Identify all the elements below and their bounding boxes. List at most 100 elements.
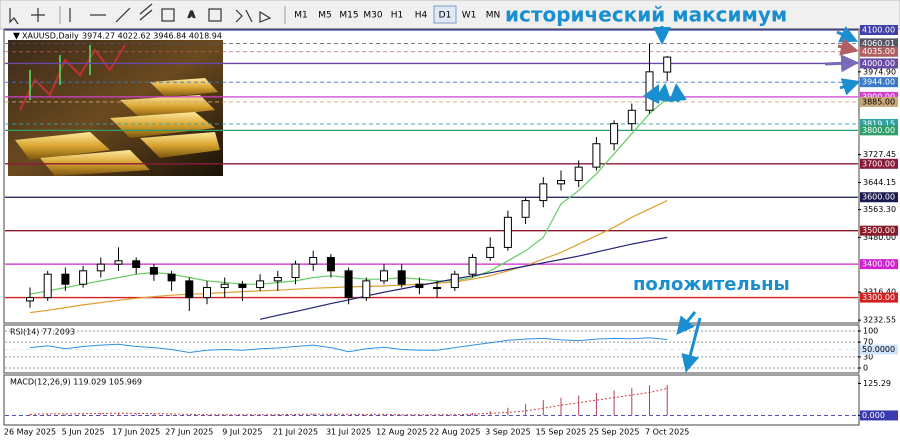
annotation: положительны	[633, 274, 790, 295]
toolbar-icons: A	[9, 3, 286, 25]
level-box	[860, 25, 898, 35]
y-tick-label: 0	[863, 364, 868, 373]
timeframe-label[interactable]: H1	[391, 11, 404, 21]
candle-body	[645, 71, 654, 111]
level-box	[860, 77, 898, 88]
timeframe-label[interactable]: MN	[486, 11, 501, 21]
candle-body	[468, 256, 477, 275]
y-tick-label: 3316.40	[863, 288, 896, 297]
candle-body	[220, 283, 229, 289]
candle-body	[79, 270, 88, 285]
candle-body	[96, 263, 105, 272]
level-box	[860, 38, 898, 49]
candle-body	[326, 256, 335, 272]
x-tick-label: 5 Jun 2025	[62, 428, 105, 437]
level-label: 3300.00	[862, 293, 895, 302]
level-label: 3400.00	[862, 260, 895, 269]
level-box	[860, 158, 898, 169]
level-label: 50.0000	[862, 345, 895, 354]
candle-body	[167, 273, 176, 282]
rsi-panel	[3, 324, 860, 374]
candle-body	[185, 280, 194, 299]
ohlc-values: 3974.27 4022.62 3946.84 4018.94	[82, 32, 222, 41]
candle-body	[380, 270, 388, 282]
candle-body	[574, 166, 583, 182]
rsi-line	[29, 337, 668, 354]
candle-body	[238, 283, 247, 289]
timeframe-label[interactable]: W1	[462, 11, 477, 21]
candle-body	[557, 180, 565, 185]
candle-body	[114, 260, 123, 265]
y-tick-label: 30	[863, 352, 873, 361]
level-label: 0.000	[862, 411, 885, 420]
candle-body	[362, 280, 371, 299]
y-tick-label: 70	[863, 338, 873, 347]
level-box	[860, 118, 898, 129]
timeframe-label[interactable]: M30	[363, 11, 382, 21]
chart-title: XAUUSD,Daily	[22, 32, 79, 41]
macd-title: MACD(12,26,9) 119.029 105.969	[10, 378, 142, 387]
level-box	[860, 410, 898, 421]
timeframe-label[interactable]: M1	[294, 11, 308, 21]
level-box	[860, 58, 898, 69]
timeframe-label[interactable]: D1	[439, 11, 452, 21]
timeframes: M1 M5 M15 M30 H1 H4 D1 W1 MN	[294, 5, 501, 24]
candle-body	[415, 283, 424, 289]
y-tick-label: 3644.15	[863, 178, 896, 187]
y-tick-label: 3232.55	[863, 316, 896, 325]
level-box	[860, 292, 898, 303]
gold-picture	[8, 40, 223, 176]
candle-body	[663, 56, 672, 73]
level-box	[860, 125, 898, 136]
candle-body	[309, 256, 318, 265]
level-label: 3944.00	[862, 78, 895, 87]
level-label: 4000.00	[862, 59, 895, 68]
level-box	[860, 259, 898, 270]
level-box	[860, 192, 898, 203]
timeframe-button[interactable]	[433, 5, 457, 24]
y-tick-label: 3563.30	[863, 205, 896, 214]
symbol-icon: ▼	[13, 32, 20, 42]
x-tick-label: 21 Jul 2025	[273, 428, 318, 437]
level-box	[860, 46, 898, 57]
level-box	[860, 225, 898, 236]
x-tick-label: 12 Aug 2025	[376, 428, 427, 437]
level-label: 3885.00	[862, 97, 895, 106]
candle-body	[43, 273, 52, 299]
level-label: 3600.00	[862, 193, 895, 202]
candle-body	[256, 280, 265, 289]
candle-body	[503, 216, 512, 248]
timeframe-label[interactable]: M5	[318, 11, 332, 21]
timeframe-label[interactable]: H4	[415, 11, 428, 21]
level-label: 3700.00	[862, 159, 895, 168]
candle-body	[61, 273, 70, 285]
arrows	[642, 26, 861, 373]
x-tick-label: 26 May 2025	[4, 428, 56, 437]
candle-body	[149, 266, 158, 275]
x-tick-label: 17 Jun 2025	[112, 428, 160, 437]
level-label: 4100.00	[862, 26, 895, 35]
candle-body	[592, 143, 601, 168]
candle-body	[539, 183, 548, 202]
candle-body	[344, 270, 353, 299]
candle-body	[26, 297, 34, 302]
level-label: 3800.00	[862, 126, 895, 135]
level-label: 3500.00	[862, 226, 895, 235]
candle-body	[273, 277, 282, 282]
macd-panel	[3, 374, 860, 426]
timeframe-label[interactable]: M15	[339, 11, 358, 21]
x-tick-label: 9 Jul 2025	[222, 428, 262, 437]
y-tick-label: 100	[863, 327, 878, 336]
level-box	[860, 91, 898, 102]
rsi-title: RSI(14) 77.2093	[10, 328, 75, 337]
plot: 3974.90 3727.45 3644.15 3563.30 3480.00 3316.…	[4, 25, 898, 437]
candle-body	[521, 200, 530, 218]
annotation: исторический максимум	[505, 3, 787, 27]
x-tick-label: 25 Sep 2025	[589, 428, 640, 437]
level-label: 3819.15	[862, 119, 895, 128]
level-box	[860, 96, 898, 107]
moving-average	[259, 236, 668, 320]
candle-body	[397, 270, 406, 285]
candle-body	[291, 263, 300, 279]
